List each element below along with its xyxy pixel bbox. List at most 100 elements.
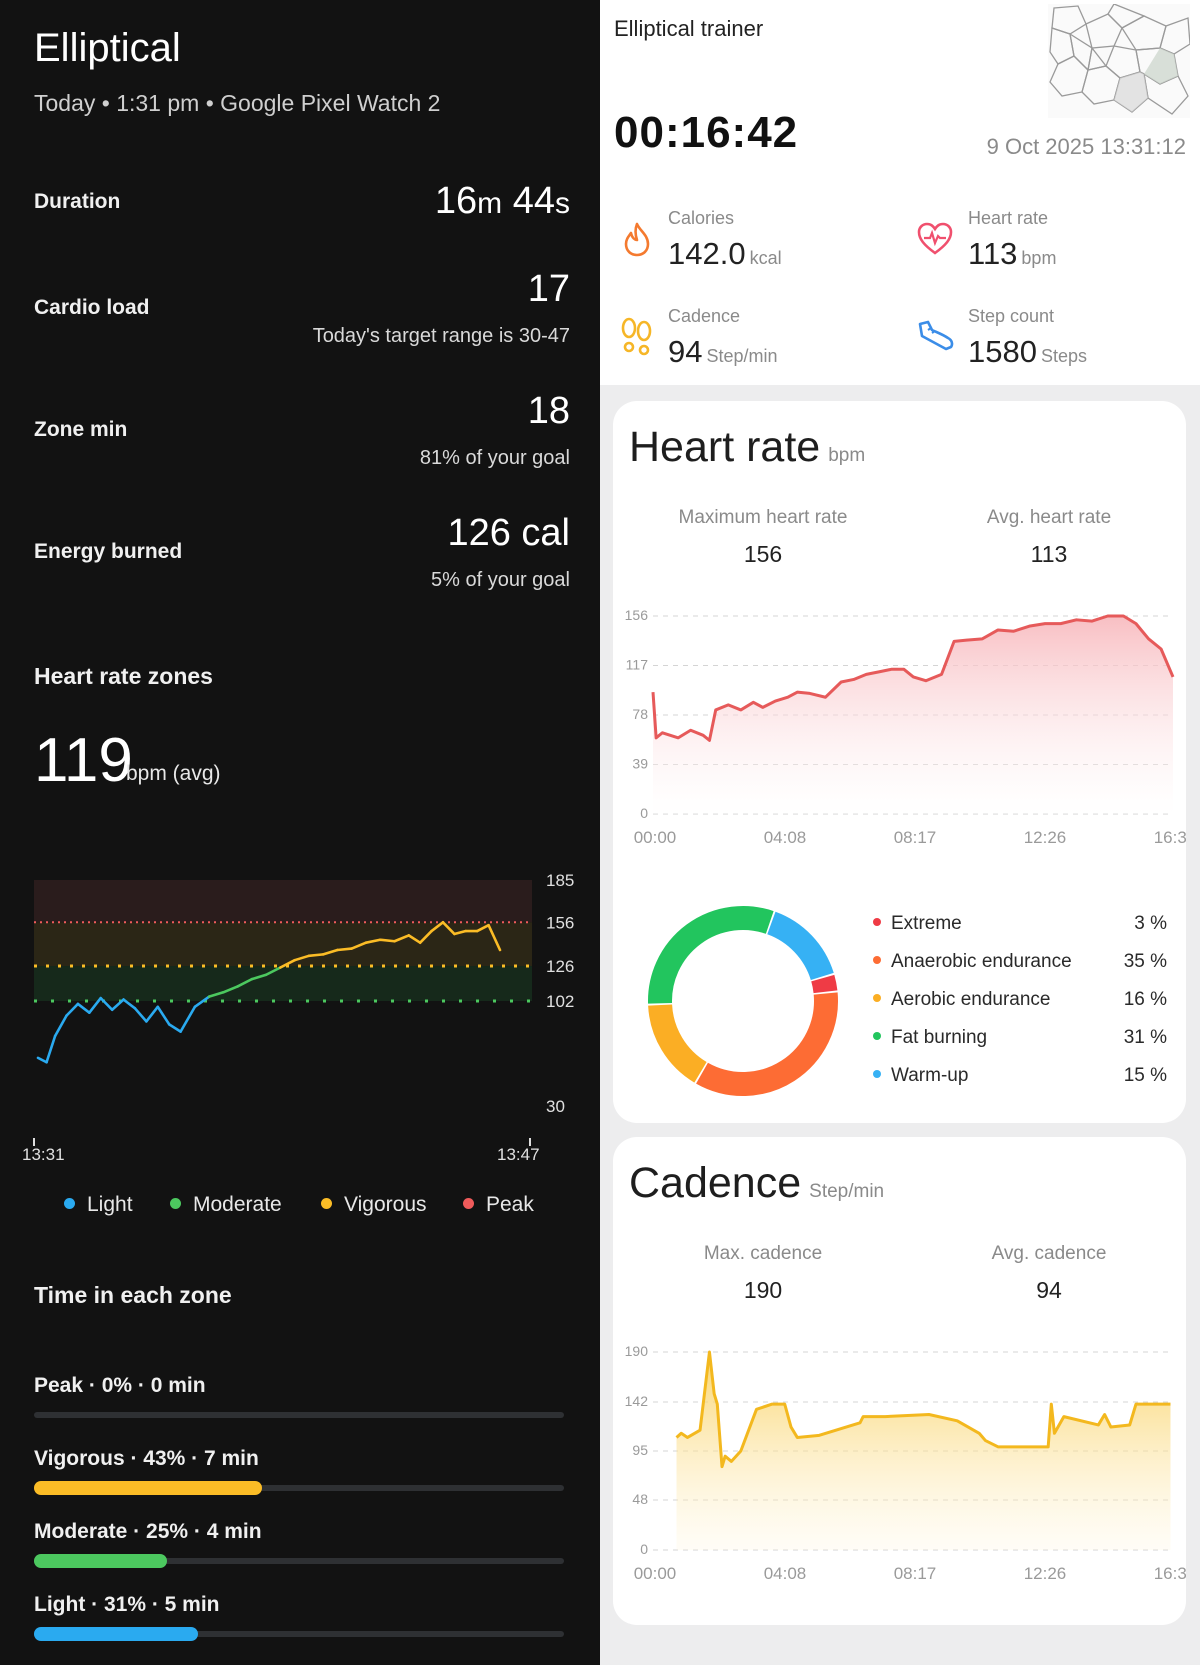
cadence-value: 94 Step/min	[668, 334, 778, 370]
y-tick-label: 39	[632, 756, 648, 772]
hr-line-segment	[76, 1002, 91, 1014]
step-count-value: 1580 Steps	[968, 334, 1087, 370]
legend-dot	[873, 994, 881, 1002]
donut-legend-value: 16 %	[1123, 989, 1167, 1010]
calories-number: 142.0	[668, 236, 746, 271]
hr-line-segment	[293, 954, 311, 962]
hr-line-segment	[156, 1005, 171, 1026]
legend-dot	[463, 1198, 474, 1209]
hr-line-segment	[222, 985, 239, 994]
hr-zones-title: Heart rate zones	[34, 663, 213, 689]
zone-min-label: Zone min	[34, 418, 128, 441]
hr-zone-donut-chart	[648, 906, 838, 1096]
hr-line-segment	[45, 1034, 57, 1064]
hr-line-segment	[53, 1014, 68, 1038]
y-tick-label: 126	[546, 957, 574, 976]
zone-row-light-bar	[34, 1627, 564, 1641]
x-tick-label: 12:26	[1024, 828, 1067, 847]
x-start-label: 13:31	[22, 1145, 65, 1160]
workout-title: Elliptical	[34, 26, 181, 70]
hr-line-segment	[321, 948, 339, 956]
series-line	[651, 614, 1175, 742]
x-tick-label: 16:35	[1154, 828, 1186, 847]
heart-rate-unit: bpm	[1021, 248, 1057, 268]
donut-legend-name: Fat burning	[891, 1027, 988, 1048]
zone-min-sub: 81% of your goal	[419, 447, 570, 469]
donut-slice	[811, 974, 838, 994]
avg-hr-label: Avg. heart rate	[986, 507, 1112, 528]
zone-row-peak-bar	[34, 1412, 564, 1418]
max-cadence-value: 190	[743, 1277, 783, 1303]
cadence-card-title-text: Cadence	[629, 1159, 802, 1207]
zone-row-peak-label: Peak · 0% · 0 min	[34, 1374, 206, 1397]
zone-bar-fill	[34, 1627, 199, 1641]
donut-slice	[648, 1004, 708, 1083]
x-tick-label: 08:17	[894, 828, 937, 847]
cardio-load-value: 17	[527, 268, 570, 310]
map-thumbnail[interactable]	[1048, 4, 1190, 118]
cadence-label: Cadence	[668, 306, 741, 326]
energy-label: Energy burned	[34, 540, 183, 563]
area-fill	[653, 616, 1173, 814]
legend-dot	[321, 1198, 332, 1209]
y-tick-label: 95	[632, 1442, 648, 1458]
cadence-number: 94	[668, 334, 703, 369]
y-tick-label: 0	[640, 805, 648, 821]
heart-rate-chart: 0 39 78 117 156 00:00 04:08 08:17 12:26 16:35	[625, 607, 1186, 847]
y-tick-label: 78	[632, 706, 648, 722]
hr-line-segment	[167, 1023, 182, 1033]
hr-zones-chart: 30 102 126 156 185 13:31 13:47	[22, 871, 574, 1160]
hr-line-segment	[307, 953, 325, 958]
donut-legend-row: Extreme 3 %	[873, 913, 1173, 935]
heart-icon	[916, 220, 954, 263]
zone-row-moderate-label: Moderate · 25% · 4 min	[34, 1520, 262, 1543]
legend-dot	[873, 1070, 881, 1078]
donut-legend-row: Aerobic endurance 16 %	[873, 989, 1173, 1011]
fitbit-workout-panel: Elliptical Today • 1:31 pm • Google Pixe…	[0, 0, 600, 1665]
peak-zone-band	[34, 880, 532, 923]
y-tick-label: 156	[625, 607, 649, 623]
cadence-unit: Step/min	[706, 346, 778, 366]
x-tick-label: 00:00	[634, 1564, 677, 1583]
donut-legend-name: Warm-up	[891, 1065, 969, 1086]
x-end-label: 13:47	[497, 1145, 540, 1160]
donut-slice	[766, 911, 834, 981]
hr-line-segment	[193, 995, 211, 1009]
hr-line-segment	[236, 977, 254, 988]
avg-cadence-value: 94	[1036, 1277, 1062, 1303]
heart-rate-label: Heart rate	[968, 208, 1049, 228]
legend-label: Moderate	[193, 1193, 282, 1216]
y-tick-label: 48	[632, 1491, 648, 1507]
hr-line-segment	[88, 996, 103, 1014]
hr-line-segment	[110, 998, 125, 1012]
cadence-card-unit: Step/min	[809, 1181, 885, 1202]
cadence-card: Cadence Step/min Max. cadence 190 Avg. ca…	[613, 1137, 1186, 1625]
zone-bar-fill	[34, 1481, 262, 1495]
hr-zones-avg: 119	[34, 726, 133, 795]
zone-bar-fill	[34, 1554, 167, 1568]
y-tick-label: 156	[546, 913, 574, 932]
calories-unit: kcal	[749, 248, 782, 268]
x-tick-label: 04:08	[764, 828, 807, 847]
vigorous-zone-band	[34, 922, 532, 967]
area-fill	[676, 1352, 1171, 1550]
shoe-icon	[916, 318, 956, 359]
hr-line-segment	[133, 1007, 148, 1023]
legend-dot	[873, 918, 881, 926]
max-cadence-label: Max. cadence	[703, 1243, 823, 1264]
series-line	[675, 1350, 1171, 1469]
donut-legend-value: 3 %	[1134, 913, 1167, 934]
hr-line-segment	[336, 947, 354, 952]
zone-min-value: 18	[527, 390, 570, 432]
hr-line-segment	[487, 923, 502, 952]
y-tick-label: 102	[546, 992, 574, 1011]
max-hr-label: Maximum heart rate	[678, 507, 848, 528]
duration-minutes-unit: m	[477, 187, 503, 220]
cardio-load-sub: Today's target range is 30-47	[312, 325, 570, 347]
hr-line-segment	[99, 996, 114, 1012]
zone-row-light-label: Light · 31% · 5 min	[34, 1593, 220, 1616]
hr-line-segment	[350, 941, 368, 950]
legend-dot	[873, 956, 881, 964]
donut-legend-name: Aerobic endurance	[891, 989, 1051, 1010]
heart-rate-value: 113 bpm	[968, 236, 1056, 272]
